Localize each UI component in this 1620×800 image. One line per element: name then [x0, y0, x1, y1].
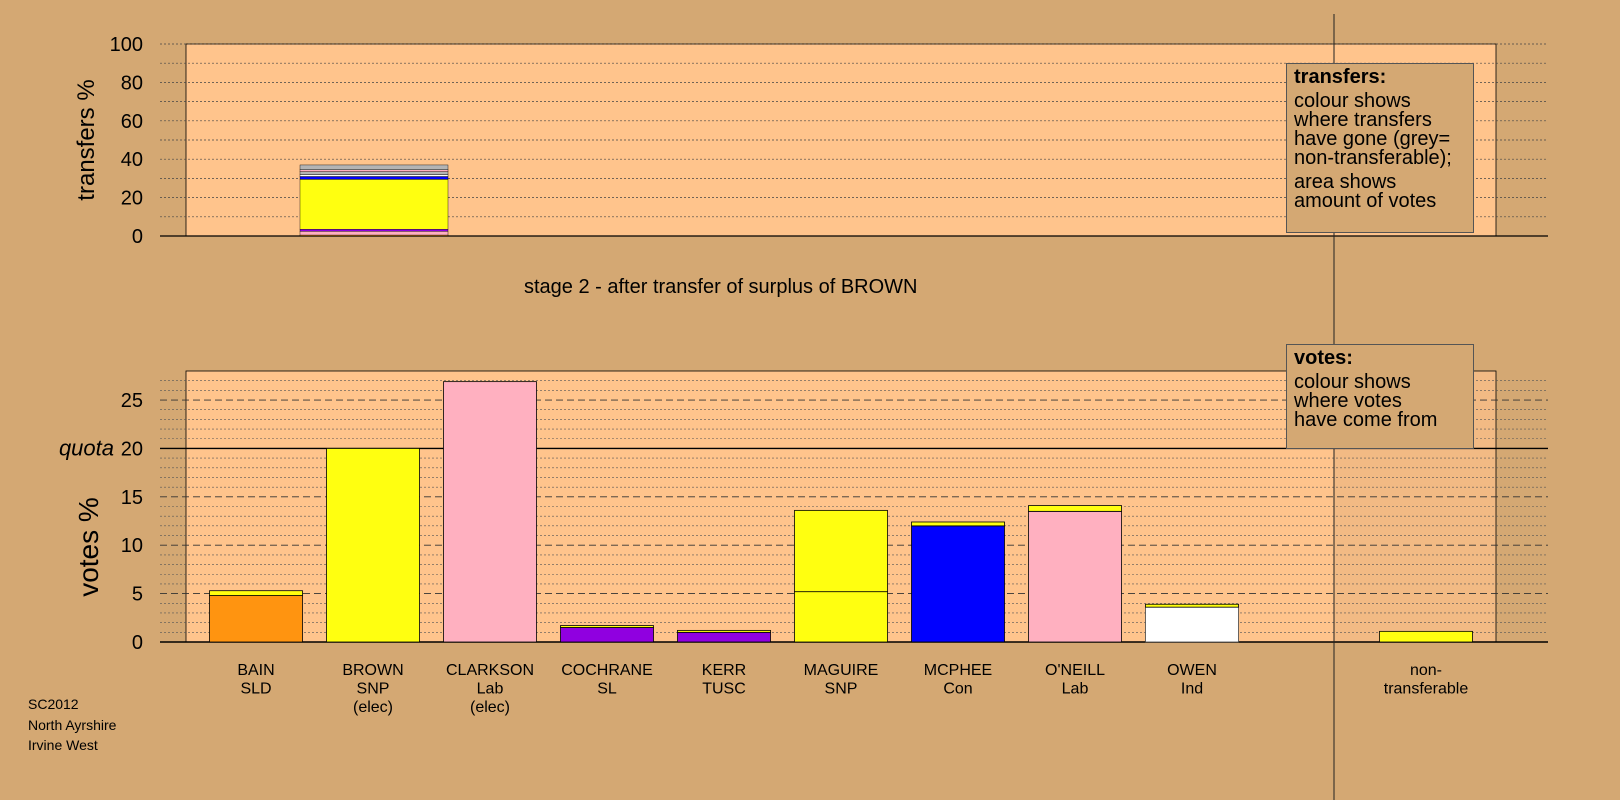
- candidate-label: BROWN: [342, 662, 403, 679]
- transfer-segment: [299, 179, 449, 230]
- candidate-label: Con: [943, 681, 972, 698]
- transfers-legend-text-2: area shows amount of votes: [1294, 171, 1437, 212]
- candidate-label: MAGUIRE: [804, 662, 879, 679]
- votes-legend: votes: colour shows where votes have com…: [1286, 344, 1474, 449]
- vote-bar-segment: [911, 525, 1005, 643]
- candidate-label: non-: [1410, 662, 1442, 679]
- footer-caption: SC2012 North Ayrshire Irvine West: [28, 694, 116, 756]
- transfer-segment: [299, 176, 449, 180]
- candidate-label: SL: [597, 681, 617, 698]
- candidate-label: CLARKSON: [446, 662, 534, 679]
- transfers-legend: transfers: colour shows where transfers …: [1286, 63, 1474, 233]
- y-tick-label: 0: [132, 226, 143, 248]
- candidate-label: OWEN: [1167, 662, 1217, 679]
- quota-label: quota: [59, 435, 114, 460]
- transfers-legend-text-1: colour shows where transfers have gone (…: [1294, 90, 1452, 169]
- transfer-segment: [299, 171, 449, 175]
- y-tick-label: 0: [132, 632, 143, 654]
- vote-bar-segment: [1028, 510, 1122, 643]
- y-axis-label: transfers %: [73, 79, 100, 200]
- footer-line: Irvine West: [28, 737, 98, 753]
- candidate-label: TUSC: [702, 681, 746, 698]
- candidate-label: Lab: [1062, 681, 1089, 698]
- y-tick-label: 25: [121, 390, 143, 412]
- candidate-label: SLD: [240, 681, 271, 698]
- votes-legend-text: colour shows where votes have come from: [1294, 371, 1438, 431]
- vote-bar-segment: [209, 590, 303, 596]
- candidate-label: transferable: [1384, 681, 1469, 698]
- candidate-label: Ind: [1181, 681, 1203, 698]
- candidate-label: KERR: [702, 662, 746, 679]
- candidate-label: SNP: [825, 681, 858, 698]
- vote-bar-segment: [911, 521, 1005, 527]
- vote-bar-segment: [443, 381, 537, 643]
- candidate-label: Lab: [477, 681, 504, 698]
- vote-bar-segment: [560, 627, 654, 643]
- transfer-segment: [299, 174, 449, 177]
- stage-title: stage 2 - after transfer of surplus of B…: [524, 276, 918, 298]
- candidate-label: COCHRANE: [561, 662, 653, 679]
- candidate-label: BAIN: [237, 662, 274, 679]
- y-tick-label: 80: [121, 72, 143, 94]
- footer-line: North Ayrshire: [28, 716, 117, 733]
- transfer-segment: [299, 229, 449, 232]
- candidate-label: (elec): [353, 699, 393, 716]
- vote-bar-segment: [677, 631, 771, 643]
- y-tick-label: 5: [132, 584, 143, 606]
- y-tick-label: 100: [110, 34, 143, 56]
- y-tick-label: 40: [121, 149, 143, 171]
- candidate-label: (elec): [470, 699, 510, 716]
- candidate-label: SNP: [357, 681, 390, 698]
- vote-bar-segment: [677, 629, 771, 633]
- vote-bar-segment: [560, 625, 654, 628]
- vote-bar-segment: [209, 595, 303, 643]
- y-tick-label: 60: [121, 111, 143, 133]
- transfer-segment: [299, 230, 449, 236]
- y-tick-label: 20: [121, 188, 143, 210]
- candidate-label: O'NEILL: [1045, 662, 1105, 679]
- y-tick-label: 15: [121, 487, 143, 509]
- vote-bar-segment: [326, 448, 420, 643]
- y-tick-label: 10: [121, 535, 143, 557]
- y-axis-label: votes %: [73, 497, 104, 597]
- transfers-legend-title: transfers:: [1294, 66, 1387, 88]
- votes-legend-title: votes:: [1294, 347, 1353, 369]
- transfer-segment: [299, 164, 449, 170]
- vote-bar-segment: [1379, 630, 1473, 643]
- vote-bar-segment: [1145, 603, 1239, 608]
- transfer-segment: [299, 169, 449, 172]
- vote-bar-segment: [794, 591, 888, 643]
- transfers-plot: 0 20 40 60 80 100 transfers %: [73, 34, 1548, 248]
- footer-line: SC2012: [28, 696, 79, 712]
- vote-bar-segment: [1028, 505, 1122, 512]
- candidate-label: MCPHEE: [924, 662, 992, 679]
- y-tick-label: 20: [121, 438, 143, 460]
- vote-bar-segment: [794, 509, 888, 593]
- vote-bar-segment: [1145, 606, 1239, 643]
